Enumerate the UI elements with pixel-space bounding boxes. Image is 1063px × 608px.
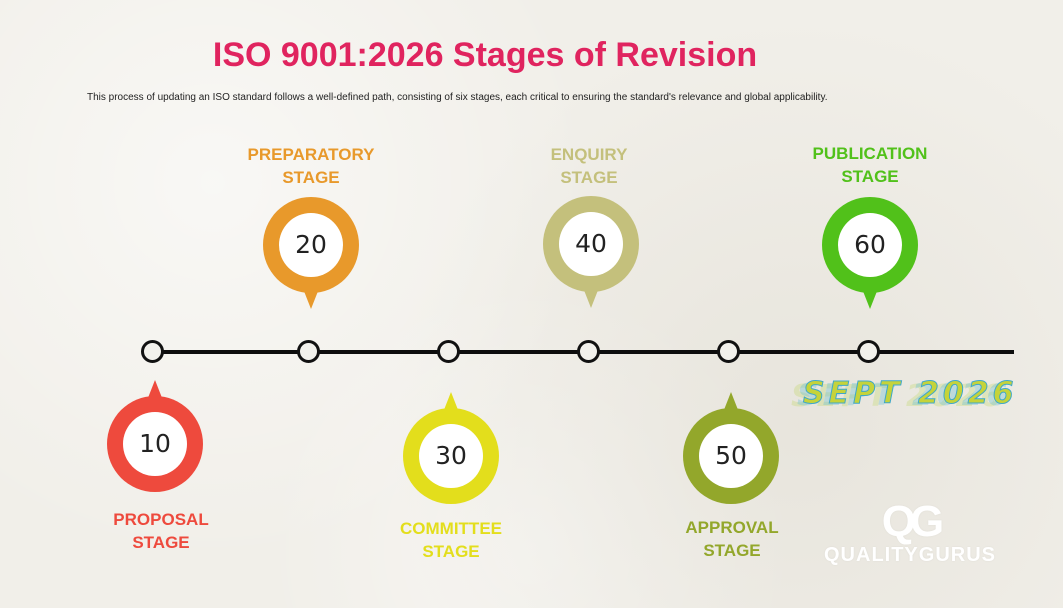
quality-gurus-logo: QG QUALITYGURUS xyxy=(810,500,1010,567)
stage-20-label-line1: PREPARATORY xyxy=(247,145,375,164)
timeline-node-40 xyxy=(577,340,600,363)
stage-30-label-line2: STAGE xyxy=(422,542,480,561)
stage-20-label: PREPARATORY STAGE xyxy=(216,143,406,189)
stage-10-label-line2: STAGE xyxy=(132,533,190,552)
logo-mark: QG xyxy=(881,497,944,546)
stage-60-label-line1: PUBLICATION xyxy=(812,144,928,163)
stage-60-label: PUBLICATION STAGE xyxy=(775,142,965,188)
stage-40-pin: 40 xyxy=(543,196,639,308)
stage-40-label-line2: STAGE xyxy=(560,168,618,187)
stage-60-label-line2: STAGE xyxy=(841,167,899,186)
stage-50-pin: 50 xyxy=(683,392,779,504)
timeline-node-30 xyxy=(437,340,460,363)
stage-10-label: PROPOSAL STAGE xyxy=(66,508,256,554)
stage-20-number: 20 xyxy=(279,213,343,277)
stage-20-pin: 20 xyxy=(263,197,359,309)
page-subtitle: This process of updating an ISO standard… xyxy=(87,92,828,103)
timeline-node-20 xyxy=(297,340,320,363)
release-date: SEPT 2026 xyxy=(803,376,1018,412)
timeline-node-10 xyxy=(141,340,164,363)
stage-40-label: ENQUIRY STAGE xyxy=(494,143,684,189)
stage-50-label-line2: STAGE xyxy=(703,541,761,560)
logo-text: QUALITYGURUS xyxy=(824,544,996,566)
stage-40-number: 40 xyxy=(559,212,623,276)
timeline-node-60 xyxy=(857,340,880,363)
stage-20-label-line2: STAGE xyxy=(282,168,340,187)
stage-50-label-line1: APPROVAL xyxy=(685,518,779,537)
stage-10-number: 10 xyxy=(123,412,187,476)
stage-10-label-line1: PROPOSAL xyxy=(113,510,209,529)
stage-50-number: 50 xyxy=(699,424,763,488)
stage-30-pin: 30 xyxy=(403,392,499,504)
stage-60-pin: 60 xyxy=(822,197,918,309)
stage-30-number: 30 xyxy=(419,424,483,488)
page-title: ISO 9001:2026 Stages of Revision xyxy=(212,36,758,74)
stage-60-number: 60 xyxy=(838,213,902,277)
stage-50-label: APPROVAL STAGE xyxy=(637,516,827,562)
stage-30-label: COMMITTEE STAGE xyxy=(356,517,546,563)
stage-40-label-line1: ENQUIRY xyxy=(550,145,628,164)
stage-30-label-line1: COMMITTEE xyxy=(400,519,502,538)
stage-10-pin: 10 xyxy=(107,380,203,492)
timeline-node-50 xyxy=(717,340,740,363)
